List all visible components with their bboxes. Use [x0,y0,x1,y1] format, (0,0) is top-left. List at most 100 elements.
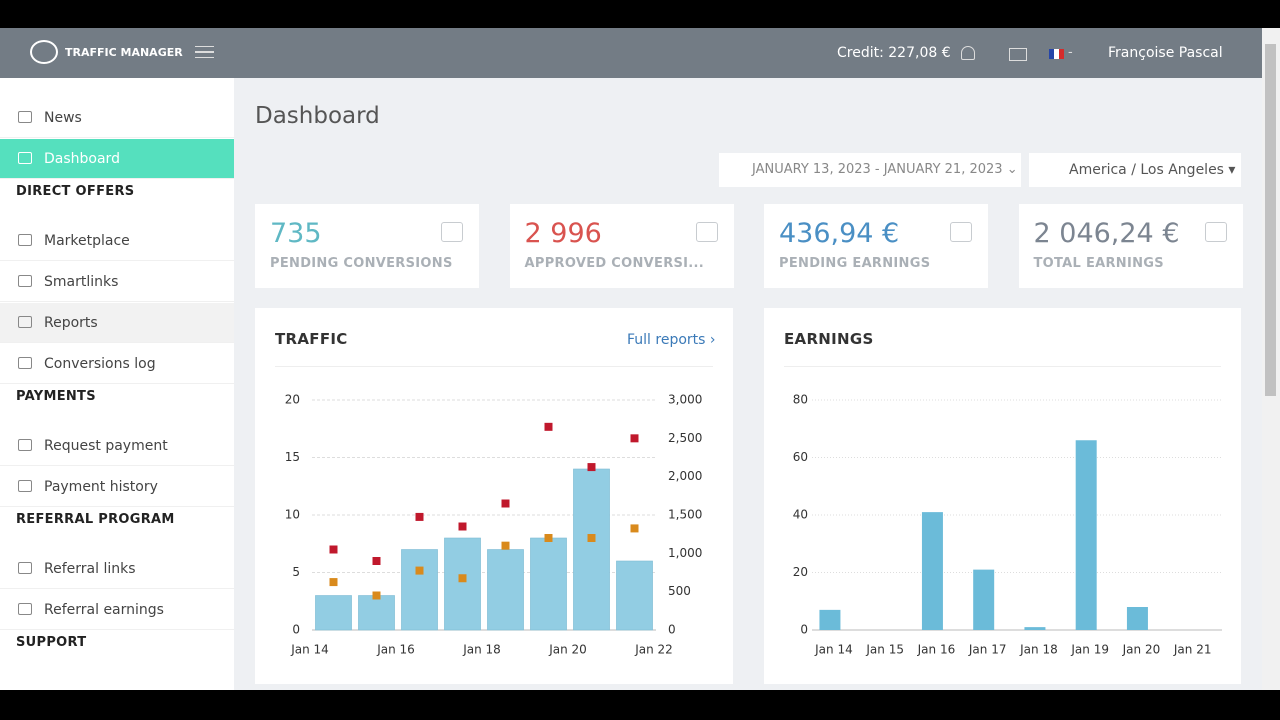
stat-icon [1204,222,1227,242]
line-marker [544,422,553,431]
line-marker [372,557,381,565]
nav-item[interactable]: Referral links [0,549,234,589]
nav-icon [18,439,32,451]
nav-item[interactable]: Referral earnings [0,590,234,630]
y-tick-label: 80 [793,393,808,407]
nav-label: Referral earnings [44,602,164,618]
nav-item[interactable]: Payment history [0,467,234,507]
stat-value: 2 996 [524,218,602,249]
x-tick-label: Jan 21 [1173,643,1212,657]
y-tick-label: 20 [793,565,808,579]
notifications[interactable] [961,46,975,60]
stat-icon [441,222,463,242]
nav-item[interactable]: Dashboard [0,139,234,179]
y2-tick-label: 1,000 [668,546,702,560]
section-heading: SUPPORT [16,635,87,650]
nav-label: Request payment [44,438,168,454]
y2-tick-label: 0 [668,623,676,637]
stat-label: PENDING EARNINGS [779,256,931,271]
line-marker [458,522,467,531]
language-flag[interactable] [1049,49,1064,59]
bar [1024,627,1046,630]
line-marker [372,591,381,600]
link-text: Full reports [627,332,706,348]
bar [573,468,610,631]
nav-icon [18,603,32,615]
line-marker [630,524,639,533]
y-tick-label: 15 [285,450,300,464]
nav-icon [18,357,32,369]
nav-icon [18,234,32,246]
line-marker [630,434,639,443]
stat-card: 735 PENDING CONVERSIONS [255,204,479,288]
nav-label: Reports [44,315,98,331]
y2-tick-label: 1,500 [668,508,702,522]
timezone-picker[interactable]: America / Los Angeles ▾ [1029,153,1241,187]
credit: Credit: 227,08 € [837,45,951,61]
top-bar: TRAFFIC MANAGER Credit: 227,08 € - Franç… [0,28,1262,78]
y-tick-label: 0 [292,623,300,637]
bar [1075,440,1097,630]
section-heading: PAYMENTS [16,389,96,404]
nav-item[interactable]: Conversions log [0,344,234,384]
full-reports-link[interactable]: Full reports › [627,332,716,348]
scroll-thumb[interactable] [1265,44,1276,396]
line-marker [329,578,338,587]
user-menu[interactable]: Françoise Pascal [1108,45,1223,61]
card-title: TRAFFIC [275,330,348,348]
nav-item[interactable]: Request payment [0,426,234,466]
bar [921,512,943,630]
line-marker [587,463,596,472]
bar [315,595,352,631]
stat-label: APPROVED CONVERSI... [524,256,705,271]
bar [487,549,524,631]
line-marker [415,566,424,575]
bar [530,537,567,631]
x-tick-label: Jan 22 [634,643,673,657]
messages[interactable] [1009,48,1027,61]
nav-icon [18,275,32,287]
y-tick-label: 10 [285,508,300,522]
x-tick-label: Jan 15 [865,643,904,657]
bar [1126,607,1148,630]
stat-icon [695,222,718,242]
y2-tick-label: 2,500 [668,431,702,445]
y-tick-label: 40 [793,508,808,522]
nav-label: Payment history [44,479,158,495]
y-tick-label: 20 [285,393,300,407]
stat-card: 436,94 € PENDING EARNINGS [764,204,988,288]
nav-item[interactable]: Smartlinks [0,262,234,302]
stat-card: 2 046,24 € TOTAL EARNINGS [1018,204,1243,288]
traffic-chart: 0 5 10 15 20 0 500 1,000 1,500 2,000 2,500 3,000 Jan… [285,393,703,657]
bar [358,595,395,631]
sidebar: News Dashboard DIRECT OFFERS Marketplace Sma… [0,78,234,690]
line-marker [329,545,338,554]
earnings-card: EARNINGS 0 20 40 60 80 Jan 14 Jan 15 Jan 16 Jan … [764,308,1241,684]
nav-icon [18,562,32,574]
x-tick-label: Jan 17 [968,643,1007,657]
y2-tick-label: 2,000 [668,469,702,483]
nav-item[interactable]: News [0,98,234,138]
nav-item[interactable]: Reports [0,303,234,343]
nav-icon [18,480,32,492]
line-marker [501,541,510,550]
stat-icon [950,222,972,242]
stat-card: 2 996 APPROVED CONVERSI... [509,204,734,288]
date-range-picker[interactable]: JANUARY 13, 2023 - JANUARY 21, 2023 ⌄ [719,153,1021,187]
y2-tick-label: 3,000 [668,393,702,407]
nav-icon [18,152,32,164]
stat-value: 2 046,24 € [1033,218,1180,249]
bar [616,560,653,631]
bar [973,569,995,630]
nav-item[interactable]: Marketplace [0,221,234,261]
menu-toggle[interactable] [195,46,214,58]
nav-label: Smartlinks [44,274,119,290]
bar [819,609,841,630]
nav-label: News [44,110,82,126]
stat-label: PENDING CONVERSIONS [270,256,453,271]
nav-label: Referral links [44,561,136,577]
bar [444,537,481,631]
nav-label: Marketplace [44,233,130,249]
line-marker [544,534,553,542]
stat-label: TOTAL EARNINGS [1033,256,1164,271]
